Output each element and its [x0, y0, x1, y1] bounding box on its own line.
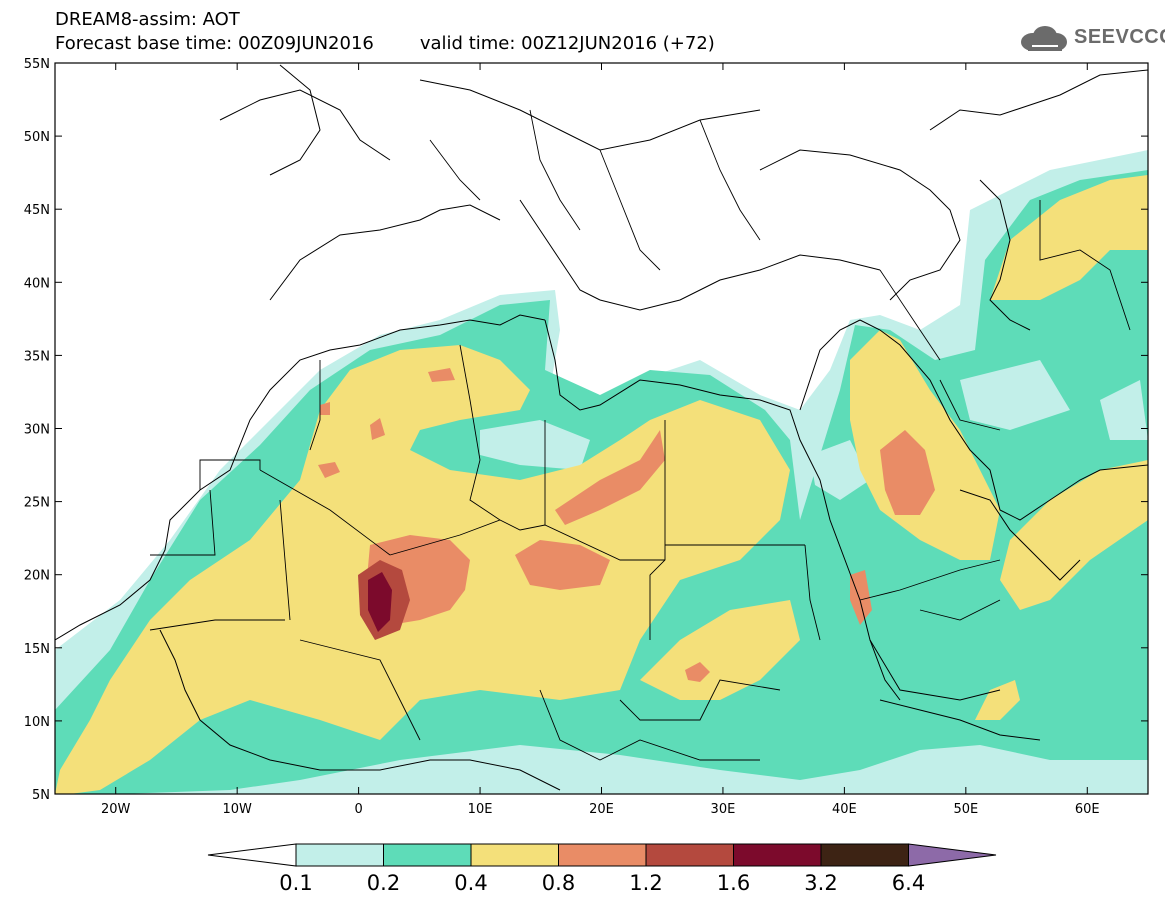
lat-label: 15N	[24, 642, 50, 657]
lon-label: 30E	[711, 802, 736, 817]
colorbar-label: 0.2	[366, 871, 401, 895]
lon-label: 10E	[468, 802, 493, 817]
axis-ticks	[55, 62, 1148, 795]
colorbar-label: 0.4	[454, 871, 488, 895]
time-info: Forecast base time: 00Z09JUN2016 valid ti…	[55, 34, 715, 54]
valid-time: valid time: 00Z12JUN2016 (+72)	[419, 33, 715, 54]
lon-label: 20W	[101, 802, 131, 817]
lat-label: 45N	[24, 203, 50, 218]
colorbar-over-triangle	[908, 843, 997, 867]
colorbar-box	[820, 843, 909, 867]
lon-label: 60E	[1075, 802, 1100, 817]
seevccc-logo: SEEVCCC	[1018, 24, 1165, 54]
aot-field-0.1-patches	[480, 360, 1148, 500]
lat-label: 55N	[24, 57, 50, 72]
lon-axis-labels: 20W 10W 0 10E 20E 30E 40E 50E 60E	[101, 802, 1100, 817]
colorbar-box	[733, 843, 822, 867]
aot-field-1.6	[368, 572, 392, 632]
lat-axis-labels: 55N 50N 45N 40N 35N 30N 25N 20N 15N 10N 5N	[24, 57, 50, 803]
lon-label: 0	[354, 802, 362, 817]
colorbar-box	[295, 843, 384, 867]
lon-label: 20E	[589, 802, 614, 817]
lat-label: 40N	[24, 276, 50, 291]
lat-label: 5N	[32, 788, 50, 803]
lat-label: 20N	[24, 569, 50, 584]
colorbar-label: 1.2	[629, 871, 663, 895]
lat-label: 35N	[24, 349, 50, 364]
forecast-base-time: Forecast base time: 00Z09JUN2016	[55, 33, 374, 54]
colorbar-box	[558, 843, 647, 867]
lat-label: 30N	[24, 423, 50, 438]
map-title: DREAM8-assim: AOT	[55, 9, 240, 30]
coastlines	[55, 64, 1148, 791]
lat-label: 25N	[24, 496, 50, 511]
lon-label: 50E	[953, 802, 978, 817]
colorbar-label: 1.6	[716, 871, 751, 895]
country-borders	[149, 109, 1131, 761]
colorbar-box	[383, 843, 472, 867]
logo-text: SEEVCCC	[1074, 26, 1165, 48]
colorbar-box	[470, 843, 559, 867]
lon-label: 40E	[832, 802, 857, 817]
lat-label: 10N	[24, 715, 50, 730]
lon-label: 10W	[222, 802, 252, 817]
colorbar-label: 0.1	[279, 871, 313, 895]
colorbar-label: 3.2	[804, 871, 838, 895]
cloud-icon	[1021, 26, 1067, 51]
colorbar-label: 0.8	[541, 871, 576, 895]
lat-label: 50N	[24, 130, 50, 145]
colorbar-under-triangle	[207, 843, 297, 867]
colorbar-label: 6.4	[891, 871, 926, 895]
aot-fields	[55, 64, 1148, 794]
colorbar-box	[645, 843, 734, 867]
